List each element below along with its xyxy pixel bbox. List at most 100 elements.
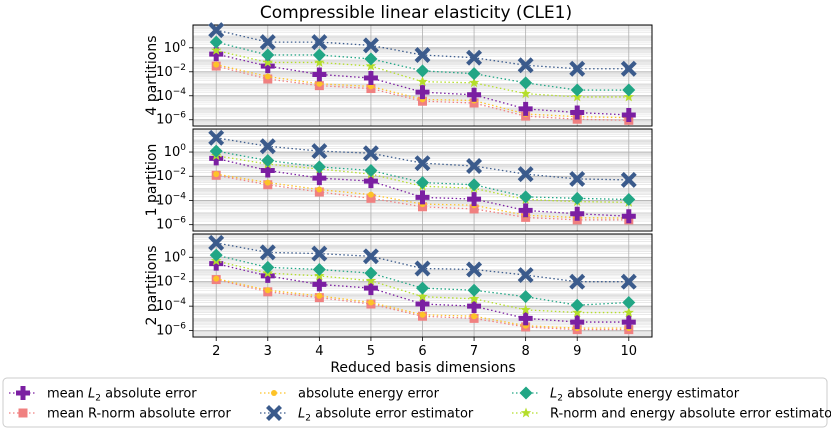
chart-title: Compressible linear elasticity (CLE1) bbox=[260, 3, 572, 23]
data-point-mean_l2 bbox=[312, 67, 327, 82]
data-point-l2_est bbox=[466, 158, 483, 174]
data-point-rnorm_est bbox=[365, 275, 377, 286]
data-point-mean_l2 bbox=[518, 101, 533, 116]
x-tick-label: 7 bbox=[470, 344, 478, 359]
data-point-l2_energy_est bbox=[364, 163, 378, 177]
panel-frame bbox=[192, 128, 653, 232]
data-point-l2_energy_est bbox=[209, 144, 223, 158]
data-point-energy bbox=[213, 61, 220, 68]
data-point-rnorm_est bbox=[623, 307, 635, 317]
data-point-l2_energy_est bbox=[570, 298, 584, 312]
data-point-l2_energy_est bbox=[467, 283, 481, 297]
data-point-l2_est bbox=[466, 261, 483, 278]
data-point-l2_est bbox=[517, 267, 534, 284]
data-point-mean_l2 bbox=[209, 256, 224, 271]
data-point-rnorm_est bbox=[417, 291, 428, 302]
y-tick-exponent: 0 bbox=[180, 39, 186, 49]
data-point-l2_energy_est bbox=[364, 266, 378, 280]
data-point-mean_l2 bbox=[312, 277, 327, 292]
y-tick-exponent: −6 bbox=[173, 322, 187, 332]
legend-marker-l2_energy_est bbox=[519, 386, 533, 400]
y-tick-label: 10−4 bbox=[156, 191, 186, 208]
data-point-l2_energy_est bbox=[416, 281, 429, 295]
data-point-energy bbox=[367, 299, 374, 306]
panel-frame bbox=[192, 24, 653, 127]
y-tick-label: 10−6 bbox=[156, 322, 186, 339]
data-point-mean_l2 bbox=[570, 206, 585, 221]
series-l2_energy_est bbox=[209, 144, 636, 207]
legend-marker-mean_l2 bbox=[16, 386, 30, 400]
data-point-l2_est bbox=[466, 49, 483, 66]
data-point-l2_est bbox=[620, 273, 637, 290]
legend-marker-l2_est bbox=[266, 405, 282, 421]
data-point-mean_l2 bbox=[467, 299, 482, 314]
data-point-l2_energy_est bbox=[416, 176, 429, 190]
data-point-l2_est bbox=[311, 245, 328, 262]
legend: mean L2 absolute error mean R-norm absolu… bbox=[2, 377, 831, 428]
data-point-rnorm_est bbox=[571, 307, 583, 317]
data-point-energy bbox=[316, 80, 323, 87]
x-tick-label: 9 bbox=[573, 344, 581, 359]
y-tick-exponent: −4 bbox=[173, 297, 187, 307]
data-point-l2_est bbox=[414, 155, 431, 172]
y-axis-label: 2 partitions bbox=[144, 245, 160, 325]
data-point-l2_est bbox=[208, 234, 225, 251]
data-point-energy bbox=[316, 292, 323, 299]
data-point-mean_l2 bbox=[363, 174, 378, 189]
legend-subscript: 2 bbox=[305, 414, 311, 424]
data-point-l2_est bbox=[569, 60, 586, 77]
series-line-rnorm_est bbox=[216, 260, 629, 314]
data-point-l2_est bbox=[620, 171, 637, 188]
data-point-energy bbox=[316, 186, 323, 193]
y-tick-exponent: −4 bbox=[173, 191, 187, 201]
data-point-energy bbox=[264, 179, 271, 186]
legend-math: L bbox=[550, 387, 557, 402]
data-point-l2_est bbox=[414, 47, 431, 63]
data-point-mean_l2 bbox=[415, 297, 430, 312]
series-line-mean_r bbox=[216, 65, 629, 121]
legend-marker-mean_r bbox=[18, 408, 28, 418]
legend-frame bbox=[2, 377, 828, 428]
legend-item-mean_l2: mean L2 absolute error bbox=[9, 386, 197, 404]
y-tick-label: 100 bbox=[164, 39, 187, 56]
data-point-mean_l2 bbox=[312, 171, 327, 186]
data-point-l2_est bbox=[259, 34, 276, 51]
data-point-mean_l2 bbox=[518, 203, 533, 218]
data-point-l2_est bbox=[311, 34, 328, 51]
data-point-l2_energy_est bbox=[622, 83, 636, 97]
y-tick-exponent: 0 bbox=[180, 248, 186, 258]
y-axis-label: 1 partition bbox=[144, 144, 160, 217]
data-point-energy bbox=[419, 311, 426, 318]
data-point-mean_l2 bbox=[570, 315, 585, 330]
y-tick-exponent: 0 bbox=[180, 143, 186, 153]
legend-label: L2 absolute error estimator bbox=[298, 407, 474, 424]
data-point-mean_r bbox=[366, 193, 376, 203]
data-point-l2_est bbox=[362, 145, 379, 162]
y-axis-label: 4 partitions bbox=[144, 35, 160, 115]
data-point-mean_l2 bbox=[415, 85, 430, 100]
data-point-l2_energy_est bbox=[261, 153, 275, 167]
legend-label: L2 absolute energy estimator bbox=[550, 387, 740, 404]
data-point-l2_energy_est bbox=[312, 48, 326, 62]
data-point-energy bbox=[213, 275, 220, 282]
legend-item-l2_est: L2 absolute error estimator bbox=[260, 405, 474, 424]
y-tick-label: 10−4 bbox=[156, 87, 186, 104]
x-tick-label: 8 bbox=[522, 344, 530, 359]
legend-label: R-norm and energy absolute error estimat… bbox=[550, 407, 831, 422]
data-point-mean_l2 bbox=[260, 268, 275, 283]
data-point-l2_est bbox=[259, 138, 276, 155]
legend-suffix: absolute energy estimator bbox=[563, 387, 740, 402]
y-tick-label: 10−2 bbox=[156, 63, 186, 80]
legend-marker-rnorm_est bbox=[520, 407, 532, 418]
data-point-l2_energy_est bbox=[570, 191, 584, 205]
y-tick-exponent: −2 bbox=[173, 167, 186, 177]
data-point-l2_est bbox=[259, 244, 276, 261]
y-tick-exponent: −4 bbox=[173, 87, 187, 97]
legend-label: mean R-norm absolute error bbox=[47, 407, 231, 422]
data-point-rnorm_est bbox=[365, 60, 377, 71]
x-tick-label: 6 bbox=[418, 344, 426, 359]
y-tick-label: 10−2 bbox=[156, 273, 186, 290]
data-point-l2_energy_est bbox=[519, 290, 533, 304]
y-tick-exponent: −2 bbox=[173, 63, 186, 73]
